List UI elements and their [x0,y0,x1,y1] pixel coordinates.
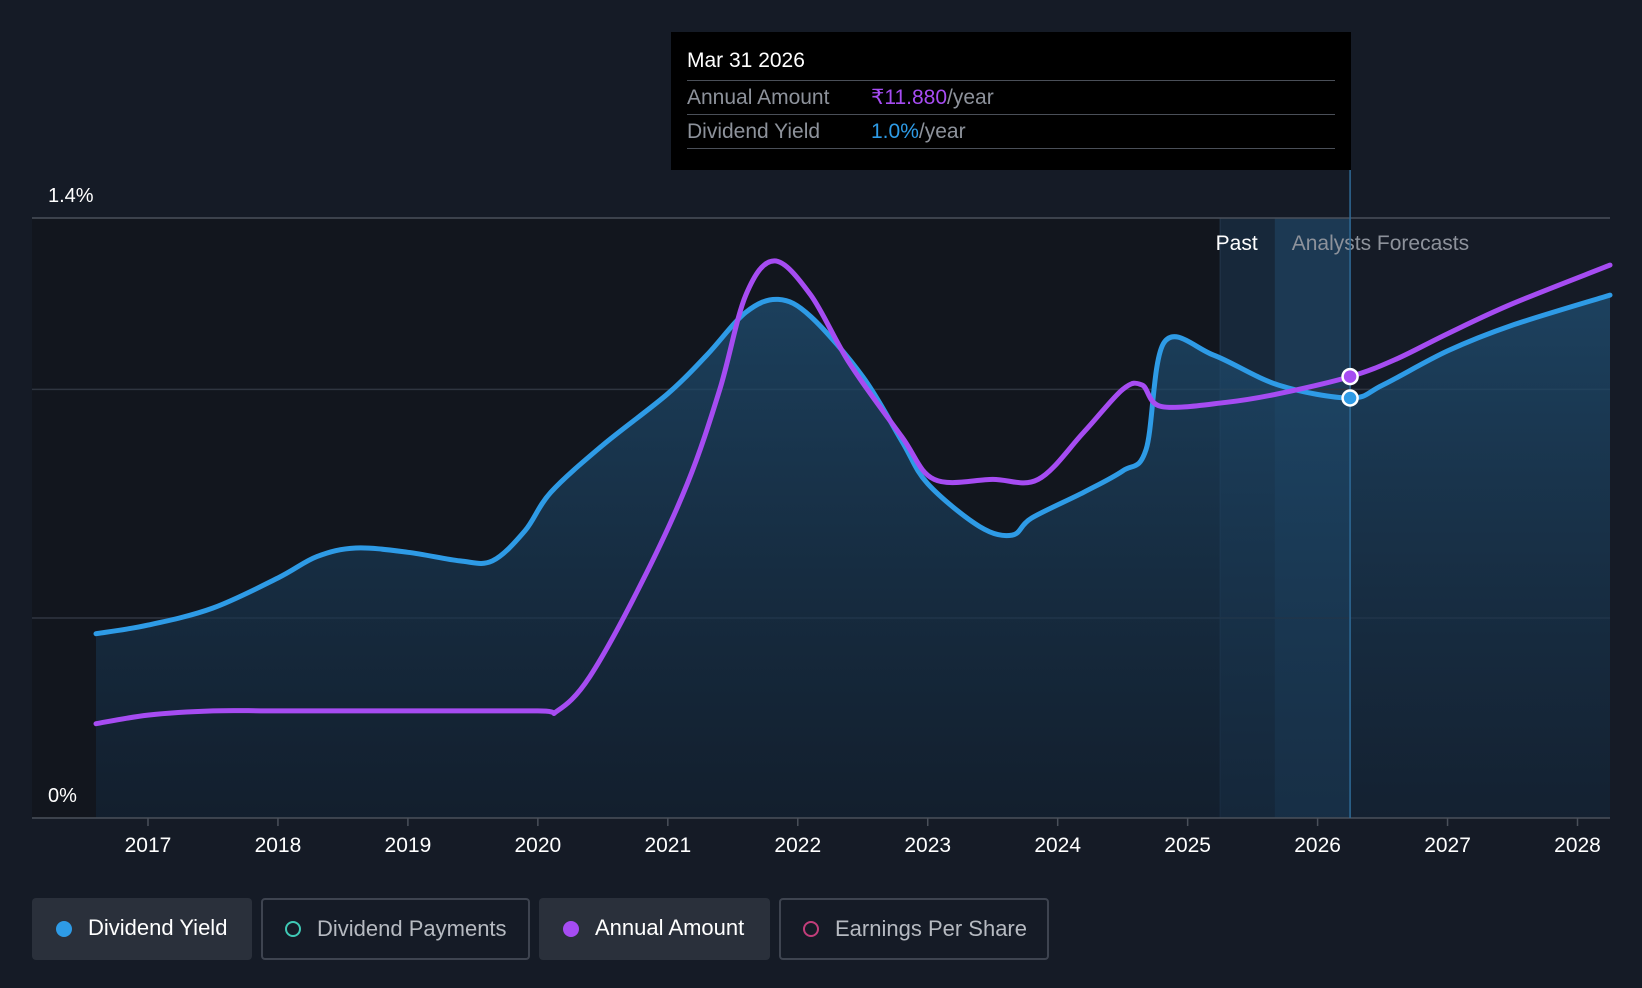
x-tick-label: 2024 [1034,834,1081,857]
forecast-region-label: Analysts Forecasts [1292,232,1469,255]
x-tick-label: 2025 [1164,834,1211,857]
dividend-yield-area [96,295,1610,819]
legend-label: Annual Amount [595,915,745,940]
tooltip-value: 1.0% [871,120,919,143]
legend-earnings-per-share[interactable]: Earnings Per Share [779,898,1049,960]
legend-dot-icon [56,921,72,937]
tooltip-value: ₹11.880 [871,86,948,109]
legend-ring-icon [285,921,301,937]
legend-dividend-yield[interactable]: Dividend Yield [32,898,252,960]
x-tick-label: 2026 [1294,834,1341,857]
tooltip-label: Annual Amount [687,86,830,109]
x-tick-label: 2020 [514,834,561,857]
x-tick-label: 2022 [774,834,821,857]
tooltip-row-dividend-yield: Dividend Yield 1.0%/year [687,114,1335,149]
legend-label: Dividend Yield [88,915,228,940]
past-region-label: Past [1216,232,1258,255]
x-tick-label: 2021 [644,834,691,857]
x-tick-label: 2019 [385,834,432,857]
tooltip-date: Mar 31 2026 [687,49,805,72]
legend-ring-icon [803,921,819,937]
tooltip-unit: /year [947,86,994,109]
annual-amount-cursor-point [1341,367,1359,386]
x-tick-label: 2018 [255,834,302,857]
legend-label: Dividend Payments [317,916,507,941]
y-tick-label: 0% [48,785,77,807]
tooltip-unit: /year [918,120,966,143]
dividend-yield-line [93,292,1613,637]
legend-label: Earnings Per Share [835,916,1027,941]
tooltip-label: Dividend Yield [687,120,821,143]
x-tick-label: 2028 [1554,834,1601,857]
dividend-yield-cursor-point [1341,389,1359,407]
chart-tooltip: Mar 31 2026 Annual Amount ₹11.880/year D… [671,32,1351,170]
x-tick-label: 2017 [125,834,172,857]
x-tick-label: 2023 [904,834,951,857]
legend-dividend-payments[interactable]: Dividend Payments [261,898,530,960]
x-tick-label: 2027 [1424,834,1471,857]
annual-amount-line [93,258,1613,727]
legend-dot-icon [563,921,579,937]
tooltip-row-annual-amount: Annual Amount ₹11.880/year [687,80,1335,114]
y-tick-label: 1.4% [48,185,94,207]
legend-annual-amount[interactable]: Annual Amount [539,898,770,960]
